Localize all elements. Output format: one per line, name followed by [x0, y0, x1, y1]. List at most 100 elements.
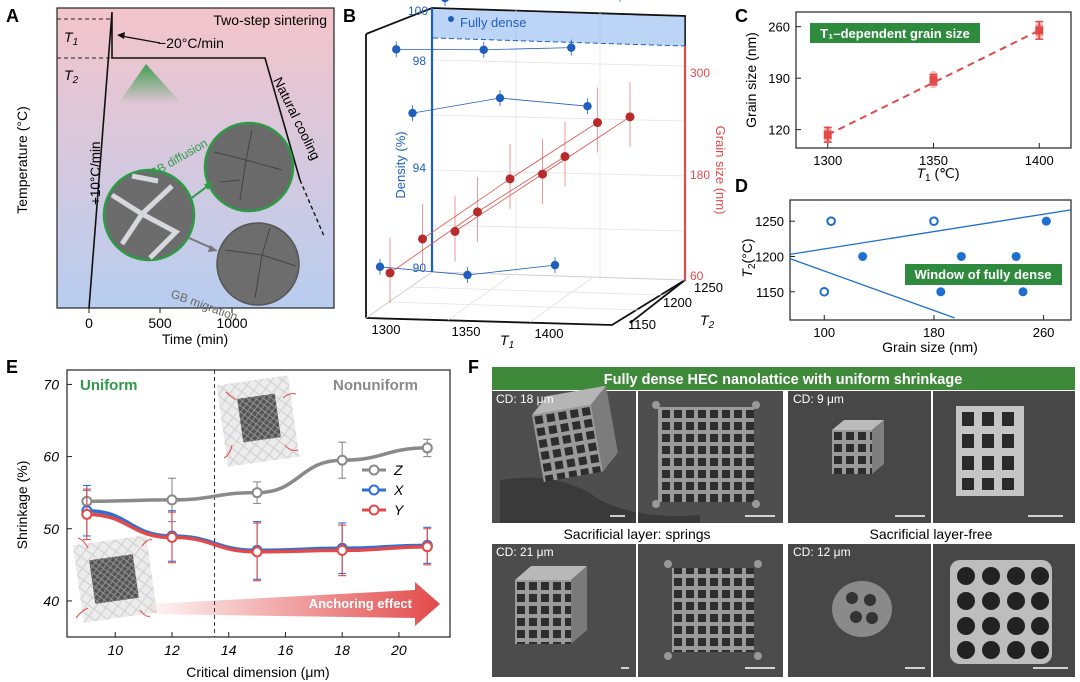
- e-xlabel: Critical dimension (μm): [186, 664, 329, 680]
- lattice-18-oblique: [532, 385, 618, 482]
- panel-e: E Uniform Nonuniform Anchoring effect Sh…: [6, 357, 451, 680]
- panel-c-letter: C: [735, 6, 748, 26]
- e-point-y: [81, 508, 93, 520]
- c-banner-bg: [810, 23, 980, 43]
- e-point-y: [336, 544, 348, 556]
- box-back-floor-edge: [365, 271, 433, 319]
- b-density-point: [408, 108, 417, 118]
- c-xtick-label: 1300: [813, 153, 842, 168]
- e-legend-label-y: Y: [394, 502, 405, 518]
- d-open-point: [819, 286, 830, 297]
- d-xtick-label: 260: [1033, 325, 1055, 340]
- b-density-point: [567, 43, 576, 52]
- natural-cooling-dash: [299, 179, 325, 237]
- density-axis-label: Density (%): [393, 131, 408, 198]
- c-ytick-label: 120: [768, 123, 790, 138]
- panel-b: B Fully dense 100 98 94 90 Density (%) 3…: [343, 0, 728, 351]
- nonuniform-label: Nonuniform: [333, 377, 418, 394]
- fully-dense-marker: [448, 16, 454, 22]
- d-banner: Window of fully dense: [914, 267, 1051, 282]
- diffused-grain-circle: [203, 121, 295, 213]
- c-ytick-label: 260: [768, 20, 790, 35]
- density-tick: 94: [413, 161, 427, 175]
- sem-divider: [636, 391, 638, 523]
- b-t1-tick: 1300: [372, 322, 401, 337]
- panel-e-letter: E: [6, 357, 18, 377]
- cool-rate-label: −20°C/min: [158, 35, 224, 51]
- c-xtick-label: 1350: [919, 153, 948, 168]
- fully-dense-threshold: [432, 37, 686, 47]
- e-ytick-label: 60: [43, 449, 59, 465]
- d-filled-point: [1041, 216, 1051, 226]
- c-xlabel: T1 (℃): [916, 165, 959, 184]
- panel-d-letter: D: [735, 176, 748, 196]
- lattice-9-top: [956, 406, 1024, 496]
- e-ylabel: Shrinkage (%): [14, 461, 30, 550]
- b-density-point: [463, 270, 472, 280]
- d-open-point: [929, 216, 939, 226]
- layer-free-caption: Sacrificial layer-free: [870, 526, 993, 542]
- lattice-18-top: [652, 401, 760, 508]
- migrated-grain-boundaries: [224, 227, 297, 299]
- a-xtick-label: 1000: [216, 315, 247, 331]
- c-banner: T₁–dependent grain size: [820, 26, 970, 41]
- grain-tick: 180: [690, 168, 710, 182]
- c-mean-point: [1035, 26, 1044, 35]
- panel-f-letter: F: [468, 357, 479, 377]
- fully-dense-band: [433, 9, 685, 46]
- uniform-lattice-illustration: [72, 535, 158, 623]
- d-ylabel: T2(°C): [739, 238, 758, 277]
- d-open-point: [826, 216, 836, 226]
- e-legend-marker-z: [368, 464, 380, 476]
- b-grain-point: [418, 234, 427, 244]
- a-t2-label: T2: [64, 67, 79, 86]
- heat-rate-label: +10°C/min: [88, 141, 103, 205]
- e-xtick-label: 14: [221, 642, 237, 658]
- b-grain-point: [505, 174, 515, 184]
- c-ylabel: Grain size (nm): [743, 32, 759, 128]
- e-xtick-label: 12: [164, 642, 180, 658]
- b-grain-point: [450, 226, 460, 236]
- b-t1-tick: 1350: [452, 324, 481, 339]
- lattice-9-oblique: [832, 420, 884, 474]
- d-xlabel: Grain size (nm): [882, 339, 978, 355]
- e-ytick-label: 40: [43, 593, 59, 609]
- b-grain-point: [593, 118, 602, 128]
- diffusion-arrowhead: [204, 182, 213, 190]
- uniform-lattice-core: [89, 554, 139, 604]
- e-ytick-label: 50: [43, 521, 59, 537]
- lattice-21-top: [664, 560, 762, 660]
- e-xtick-label: 18: [334, 642, 350, 658]
- e-point-z: [336, 454, 348, 466]
- panel-a-ylabel: Temperature (°C): [14, 106, 30, 214]
- d-filled-point: [1018, 287, 1028, 297]
- panel-c: C T₁–dependent grain size Grain size (nm…: [735, 6, 1072, 184]
- panel-e-marks: 40 50 60 70 10 12 14 16 18 20 ZXY: [43, 370, 433, 658]
- box-back-edges: [431, 8, 686, 281]
- panel-a-letter: A: [6, 6, 19, 26]
- e-legend-marker-x: [368, 484, 380, 496]
- b-grain-point: [473, 207, 482, 217]
- b-t2-tick: 1200: [663, 295, 692, 310]
- panel-d-marks: 1150 1200 1250 100 180 260: [755, 209, 1072, 340]
- e-legend-label-z: Z: [393, 462, 403, 478]
- initial-grain-cracks: [110, 173, 181, 260]
- cd-label: CD: 21 μm: [496, 545, 554, 559]
- b-back-grid: [387, 10, 686, 323]
- density-tick: 100: [408, 4, 428, 18]
- sem-substrate-shadow: [500, 477, 700, 523]
- uniform-lattice-springs: [75, 537, 153, 619]
- d-filled-point: [858, 251, 868, 261]
- lattice-12-oblique: [832, 581, 892, 637]
- cool-rate-arrow: [120, 35, 161, 44]
- d-ytick-label: 1200: [755, 249, 784, 264]
- cool-rate-arrowhead: [117, 32, 125, 39]
- nonuniform-lattice-illustration: [216, 375, 300, 467]
- d-xtick-label: 100: [813, 325, 835, 340]
- anchoring-effect-label: Anchoring effect: [309, 596, 413, 611]
- density-tick: 90: [413, 261, 427, 275]
- d-window-boundary: [789, 257, 955, 319]
- d-banner-bg: [905, 264, 1062, 285]
- b-t2-tick: 1250: [694, 280, 723, 295]
- panel-c-marks: 120 190 260 1300 1350 1400: [768, 20, 1053, 168]
